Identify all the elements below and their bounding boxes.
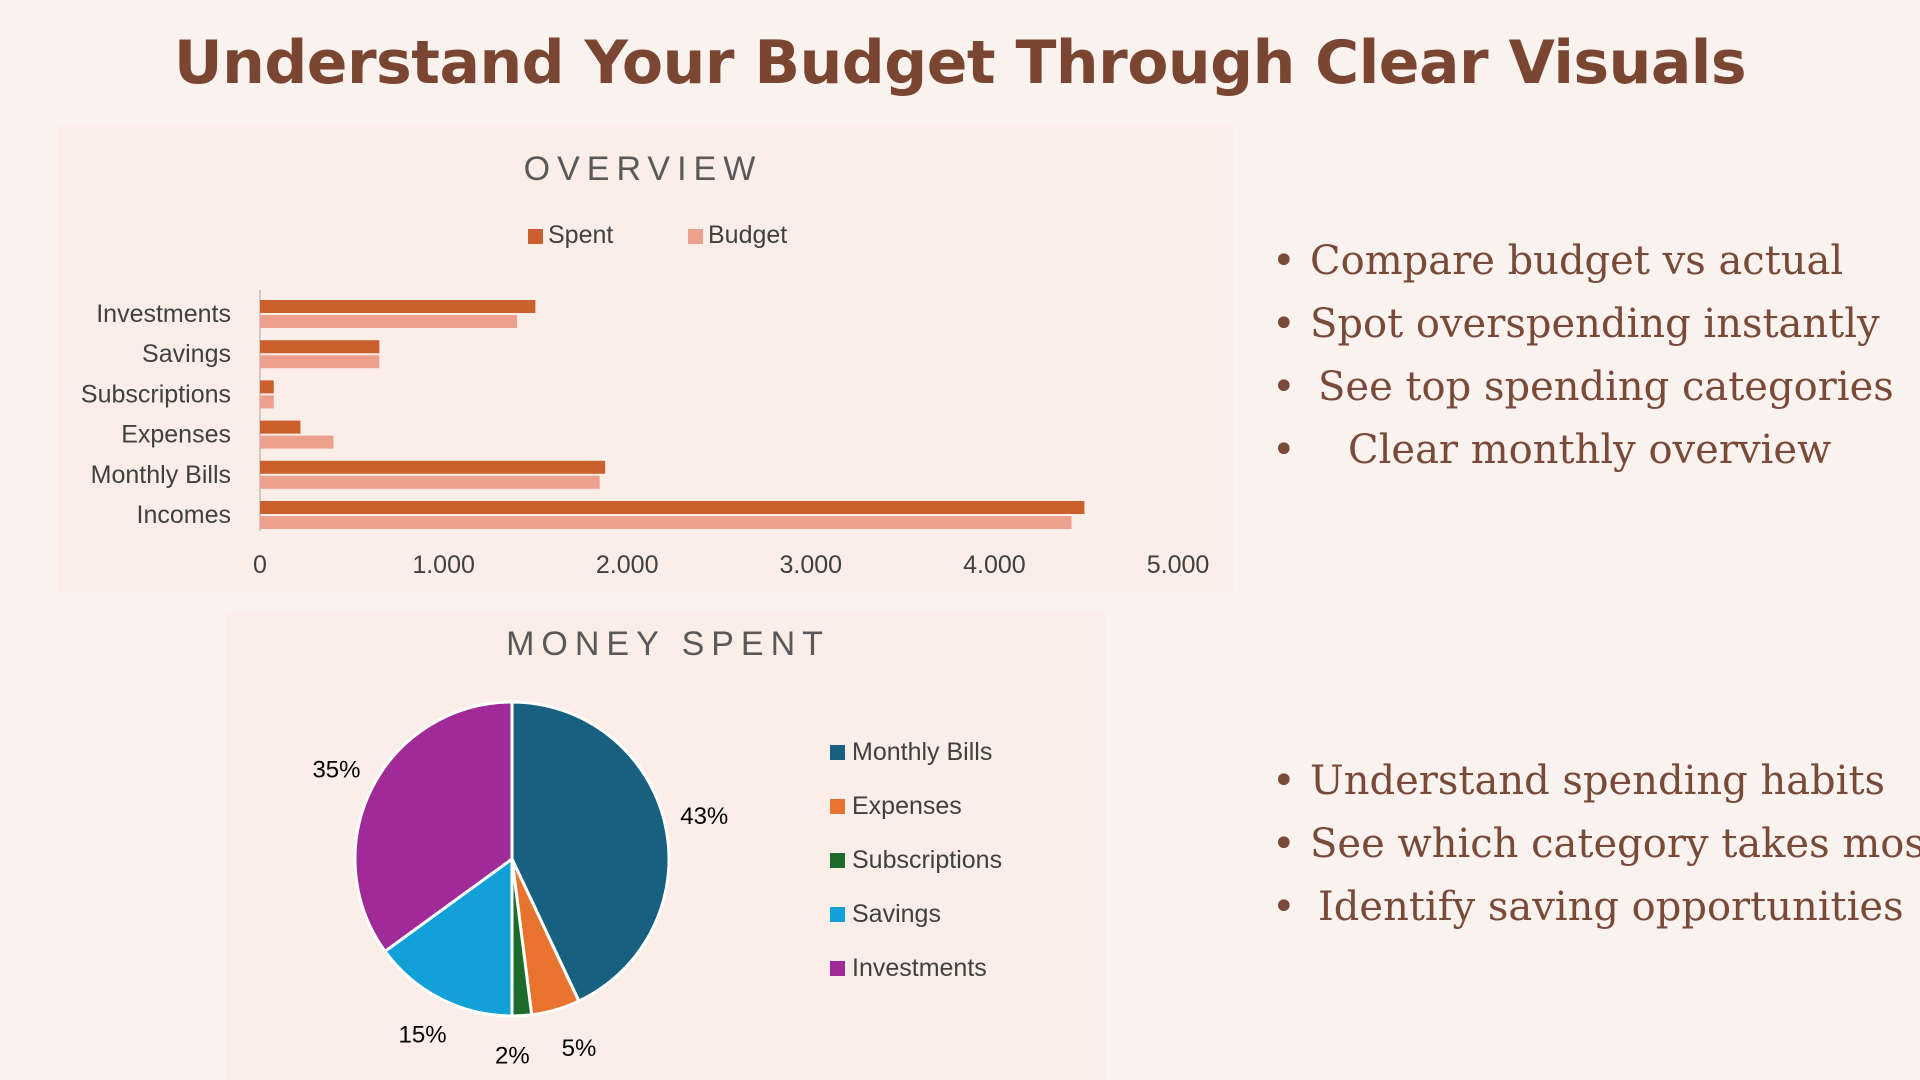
bar-budget-subscriptions xyxy=(260,395,274,409)
y-tick-label: Subscriptions xyxy=(81,380,231,408)
legend-label-savings: Savings xyxy=(852,900,941,928)
bullet-item: See which category takes most xyxy=(1272,813,1920,876)
legend-label-monthly-bills: Monthly Bills xyxy=(852,738,992,766)
legend-swatch-monthly-bills xyxy=(830,745,845,760)
bullet-item: Clear monthly overview xyxy=(1272,419,1894,482)
bullet-item: See top spending categories xyxy=(1272,356,1894,419)
legend-label-expenses: Expenses xyxy=(852,792,962,820)
x-tick-label: 5.000 xyxy=(1147,551,1210,579)
pie-slice-savings xyxy=(383,857,514,1018)
legend-label-spent: Spent xyxy=(548,221,613,249)
legend-label-subscriptions: Subscriptions xyxy=(852,846,1002,874)
x-tick-label: 2.000 xyxy=(596,551,659,579)
bar-spent-monthly-bills xyxy=(260,460,606,474)
overview-bar-chart: OVERVIEW Spent Budget Investments Savings Sub… xyxy=(81,150,1210,579)
page-title: Understand Your Budget Through Clear Vis… xyxy=(173,28,1747,98)
legend-label-investments: Investments xyxy=(852,954,987,982)
bar-budget-savings xyxy=(260,355,380,369)
x-tick-label: 0 xyxy=(253,551,267,579)
legend-swatch-savings xyxy=(830,907,845,922)
pie-slice-monthly-bills xyxy=(510,700,671,1003)
bar-budget-monthly-bills xyxy=(260,475,600,489)
legend-swatch-spent xyxy=(528,229,543,244)
data-label-savings: 15% xyxy=(399,1022,447,1049)
x-tick-label: 3.000 xyxy=(780,551,843,579)
pie-slice-investments xyxy=(353,700,514,953)
bullet-item: Compare budget vs actual xyxy=(1272,230,1894,293)
y-tick-label: Monthly Bills xyxy=(91,461,231,489)
bullet-item: Spot overspending instantly xyxy=(1272,293,1894,356)
bar-spent-expenses xyxy=(260,420,301,434)
data-label-investments: 35% xyxy=(312,757,360,784)
bullet-item: Understand spending habits xyxy=(1272,750,1920,813)
legend-swatch-budget xyxy=(688,229,703,244)
bar-spent-subscriptions xyxy=(260,380,274,394)
y-tick-label: Expenses xyxy=(121,421,231,449)
legend-swatch-investments xyxy=(830,961,845,976)
bar-budget-expenses xyxy=(260,435,334,449)
y-tick-label: Savings xyxy=(142,340,231,368)
benefits-list-bottom: Understand spending habits See which cat… xyxy=(1272,750,1920,939)
x-tick-label: 4.000 xyxy=(963,551,1026,579)
chart-title: MONEY SPENT xyxy=(506,625,830,663)
bar-spent-investments xyxy=(260,300,536,313)
legend-swatch-expenses xyxy=(830,799,845,814)
x-tick-label: 1.000 xyxy=(412,551,475,579)
money-spent-chart-panel: MONEY SPENT 43% 5% 2% 15% 35% Monthly Bills Exp… xyxy=(226,612,1106,1080)
data-label-subscriptions: 2% xyxy=(495,1043,530,1070)
chart-title: OVERVIEW xyxy=(524,150,763,188)
data-label-monthly-bills: 43% xyxy=(680,803,728,830)
overview-chart-panel: OVERVIEW Spent Budget Investments Savings Sub… xyxy=(58,125,1233,593)
bullet-item: Identify saving opportunities xyxy=(1272,876,1920,939)
legend-label-budget: Budget xyxy=(708,221,787,249)
data-label-expenses: 5% xyxy=(562,1035,597,1062)
y-tick-label: Investments xyxy=(96,300,231,328)
benefits-list-top: Compare budget vs actual Spot overspendi… xyxy=(1272,230,1894,482)
y-tick-label: Incomes xyxy=(137,501,231,529)
bar-spent-incomes xyxy=(260,501,1085,514)
bar-budget-incomes xyxy=(260,516,1072,529)
bar-budget-investments xyxy=(260,315,518,328)
money-spent-pie-chart: MONEY SPENT 43% 5% 2% 15% 35% Monthly Bills Exp… xyxy=(312,625,1002,1070)
legend-swatch-subscriptions xyxy=(830,853,845,868)
bar-spent-savings xyxy=(260,340,380,354)
